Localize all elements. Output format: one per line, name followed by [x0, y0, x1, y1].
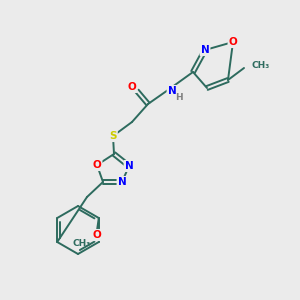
Text: N: N — [124, 161, 134, 171]
Text: O: O — [229, 37, 237, 47]
Text: CH₃: CH₃ — [251, 61, 269, 70]
Text: N: N — [168, 86, 176, 96]
Text: N: N — [201, 45, 209, 55]
Text: O: O — [93, 160, 101, 170]
Text: CH₃: CH₃ — [73, 239, 91, 248]
Text: S: S — [109, 131, 117, 141]
Text: H: H — [175, 92, 183, 101]
Text: N: N — [118, 177, 126, 187]
Text: O: O — [128, 82, 136, 92]
Text: O: O — [92, 230, 101, 240]
